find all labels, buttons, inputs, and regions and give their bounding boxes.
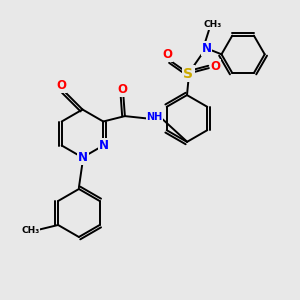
Text: O: O <box>118 83 128 96</box>
Text: O: O <box>56 79 67 92</box>
Text: CH₃: CH₃ <box>21 226 40 235</box>
Text: S: S <box>184 67 194 80</box>
Text: N: N <box>202 42 212 56</box>
Text: CH₃: CH₃ <box>203 20 222 29</box>
Text: O: O <box>163 48 172 61</box>
Text: N: N <box>99 139 109 152</box>
Text: NH: NH <box>146 112 163 122</box>
Text: N: N <box>78 151 88 164</box>
Text: O: O <box>211 60 220 73</box>
